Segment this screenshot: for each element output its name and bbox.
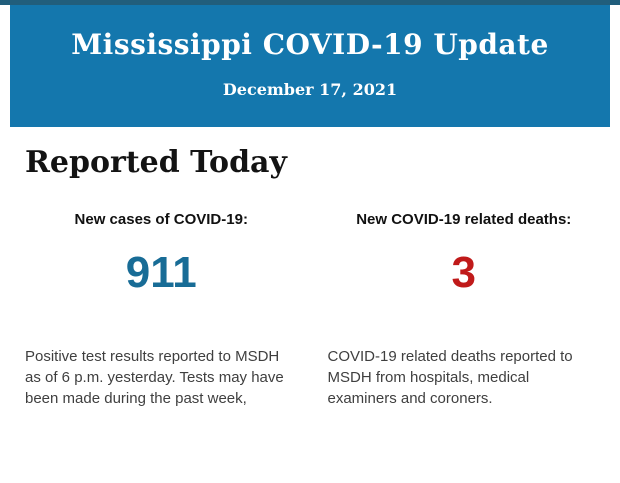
new-deaths-description: COVID-19 related deaths reported to MSDH… (327, 348, 573, 407)
stats-columns: New cases of COVID-19: 911 Positive test… (25, 212, 600, 409)
new-cases-label: New cases of COVID-19: (74, 211, 248, 228)
newsletter-date: December 17, 2021 (222, 80, 398, 99)
stat-column-new-cases: New cases of COVID-19: 911 Positive test… (25, 212, 298, 409)
new-cases-description: Positive test results reported to MSDH a… (25, 348, 284, 407)
new-deaths-label: New COVID-19 related deaths: (356, 211, 572, 228)
newsletter-header-banner: Mississippi COVID-19 Update December 17,… (10, 5, 610, 127)
section-heading-reported-today: Reported Today (25, 145, 287, 180)
top-accent-strip (0, 0, 620, 5)
new-cases-value: 911 (125, 248, 197, 297)
newsletter-title: Mississippi COVID-19 Update (71, 28, 549, 61)
main-content: Reported Today New cases of COVID-19: 91… (0, 146, 620, 409)
stat-column-new-deaths: New COVID-19 related deaths: 3 COVID-19 … (328, 212, 601, 409)
new-deaths-value: 3 (451, 248, 476, 297)
